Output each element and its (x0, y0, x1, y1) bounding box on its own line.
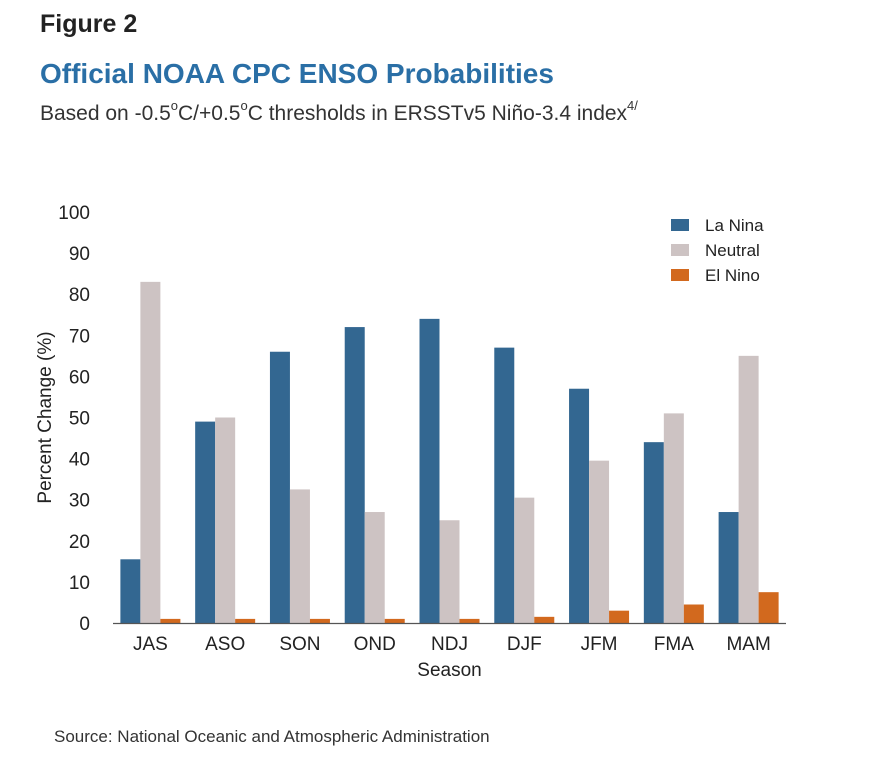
chart-title: Official NOAA CPC ENSO Probabilities (40, 58, 554, 89)
subtitle-degree-2: o (240, 98, 248, 113)
bar-el-nino (459, 618, 480, 623)
y-tick-label: 70 (69, 326, 90, 347)
y-tick-label: 60 (69, 367, 90, 388)
bar-el-nino (235, 618, 256, 623)
legend-swatch (671, 244, 689, 256)
subtitle-mid: C/+0.5 (178, 102, 241, 125)
legend-swatch (671, 219, 689, 231)
bar-neutral (289, 489, 310, 623)
chart-subtitle: Based on -0.5oC/+0.5oC thresholds in ERS… (40, 98, 638, 126)
bar-la-nina (195, 421, 216, 623)
bar-neutral (215, 417, 236, 623)
subtitle-prefix: Based on -0.5 (40, 102, 171, 125)
bar-neutral (663, 413, 684, 623)
x-tick-label: FMA (654, 634, 694, 655)
bar-el-nino (683, 604, 704, 623)
figure-label: Figure 2 (40, 10, 138, 38)
bar-el-nino (384, 618, 405, 623)
bar-la-nina (120, 559, 141, 623)
bar-el-nino (160, 618, 181, 623)
y-tick-label: 40 (69, 450, 90, 471)
y-tick-label: 20 (69, 532, 90, 553)
bar-la-nina (494, 347, 515, 623)
x-tick-label: JAS (133, 634, 168, 655)
bar-neutral (439, 520, 460, 623)
bar-neutral (364, 512, 385, 623)
y-tick-label: 30 (69, 491, 90, 512)
x-tick-label: OND (354, 634, 396, 655)
y-tick-label: 10 (69, 573, 90, 594)
x-tick-label: JFM (581, 634, 618, 655)
bar-el-nino (609, 610, 630, 623)
x-axis-label: Season (417, 660, 481, 681)
x-tick-label: SON (279, 634, 320, 655)
bar-la-nina (643, 442, 664, 623)
bar-la-nina (718, 512, 739, 623)
bar-neutral (589, 460, 610, 623)
subtitle-degree-1: o (170, 98, 178, 113)
bar-neutral (514, 497, 535, 623)
subtitle-tail: C thresholds in ERSSTv5 Niño-3.4 index (247, 102, 628, 125)
bar-neutral (140, 281, 161, 623)
bar-el-nino (534, 616, 555, 623)
y-tick-label: 90 (69, 244, 90, 265)
bar-la-nina (344, 327, 365, 623)
y-tick-label: 100 (58, 203, 90, 224)
bar-la-nina (269, 351, 290, 623)
bar-chart: 0 10 20 30 40 50 60 70 80 90 100 Percent Change (%)… (35, 203, 786, 681)
x-tick-label: NDJ (431, 634, 468, 655)
legend-swatch (671, 269, 689, 281)
bar-la-nina (569, 388, 590, 623)
legend-label: El Nino (705, 266, 760, 285)
bar-el-nino (309, 618, 330, 623)
y-axis-label: Percent Change (%) (35, 331, 56, 503)
subtitle-footnote: 4/ (627, 98, 638, 113)
y-tick-label: 80 (69, 285, 90, 306)
y-tick-label: 0 (79, 614, 90, 635)
x-tick-label: ASO (205, 634, 245, 655)
bar-el-nino (758, 592, 779, 623)
source-note: Source: National Oceanic and Atmospheric… (54, 727, 490, 746)
bar-la-nina (419, 318, 440, 623)
legend-label: La Nina (705, 216, 764, 235)
x-tick-label: MAM (726, 634, 770, 655)
x-tick-label: DJF (507, 634, 542, 655)
legend-label: Neutral (705, 241, 760, 260)
bar-neutral (738, 355, 759, 623)
y-tick-label: 50 (69, 409, 90, 430)
